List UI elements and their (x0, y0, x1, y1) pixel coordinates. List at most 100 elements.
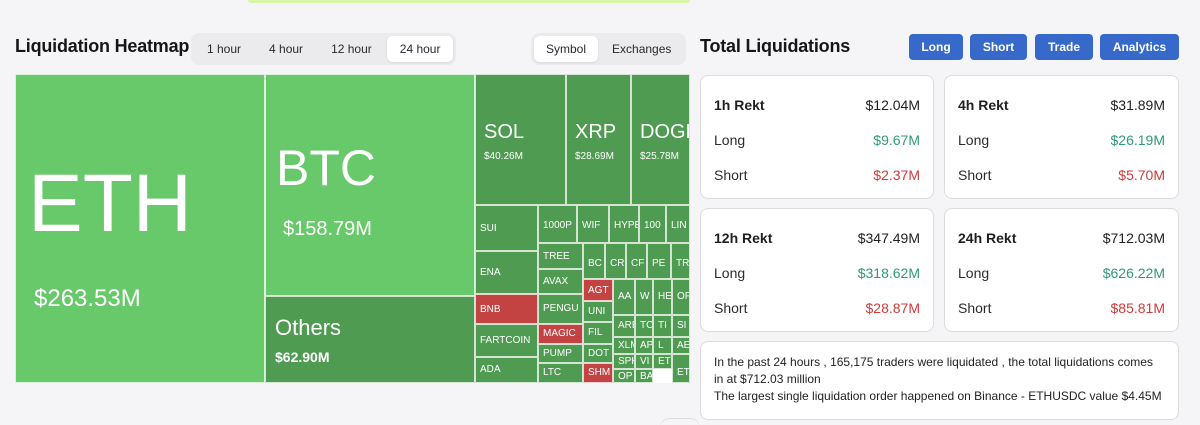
heatmap-tile-small[interactable]: DOT (583, 344, 613, 363)
rekt-card-1h: 1h Rekt $12.04M Long $9.67M Short $2.37M (700, 75, 934, 199)
short-button[interactable]: Short (970, 34, 1027, 60)
heatmap-tile-small[interactable]: HE (653, 279, 672, 315)
heatmap-tile-small[interactable]: WIF (577, 205, 609, 243)
heatmap-tile-small[interactable]: AP (635, 337, 653, 354)
heatmap-tile-sol[interactable]: SOL $40.26M (475, 74, 566, 205)
heatmap-tile-small[interactable]: UNI (583, 301, 613, 322)
group-mode-selector: Symbol Exchanges (531, 33, 687, 65)
heatmap-tile-small[interactable]: TI (653, 315, 672, 337)
total-liquidations-title: Total Liquidations (700, 36, 851, 56)
heatmap-tile-small[interactable]: FIL (583, 322, 613, 344)
mode-option-symbol[interactable]: Symbol (534, 36, 599, 62)
long-label: Long (714, 265, 746, 281)
heatmap-tile-small[interactable]: PE (647, 243, 671, 279)
heatmap-tile-small[interactable]: ET (653, 354, 672, 369)
heatmap-tile-small[interactable]: SUI (475, 205, 538, 251)
trade-button[interactable]: Trade (1035, 34, 1093, 60)
heatmap-tile-small[interactable]: ENA (475, 251, 538, 294)
summary-largest-order: The largest single liquidation order hap… (714, 389, 1162, 403)
card-label: 12h Rekt (714, 230, 773, 246)
heatmap-tile-small[interactable]: W (635, 279, 653, 315)
card-total: $12.04M (865, 97, 920, 113)
time-option-4h[interactable]: 4 hour (269, 42, 304, 56)
heatmap-title: Liquidation Heatmap (15, 36, 190, 56)
heatmap-tile-small[interactable]: CF (626, 243, 647, 279)
heatmap-tile-xrp[interactable]: XRP $28.69M (566, 74, 631, 205)
heatmap-tile-small[interactable]: PUMP (538, 344, 583, 363)
card-total: $712.03M (1102, 230, 1165, 246)
time-range-selector: 1 hour 4 hour 12 hour 24 hour (191, 33, 457, 65)
tile-value: $158.79M (283, 218, 372, 240)
heatmap-tile-small[interactable]: ARE (613, 315, 635, 337)
heatmap-tile-small[interactable]: BA (635, 369, 653, 383)
heatmap-tile-small[interactable]: CR (605, 243, 626, 279)
heatmap-tile-small[interactable]: VI (635, 354, 653, 369)
heatmap-tile-small[interactable]: L (653, 337, 672, 354)
tile-symbol: BTC (276, 140, 376, 196)
heatmap-tile-small[interactable]: LTC (538, 363, 583, 383)
heatmap-tile-small[interactable]: TREE (538, 243, 583, 269)
tile-value: $25.78M (640, 151, 679, 162)
heatmap-tile-small[interactable]: BNB (475, 294, 538, 324)
tile-symbol: ETH (28, 158, 192, 249)
heatmap-tile-small[interactable]: FARTCOIN (475, 324, 538, 357)
heatmap-tile-small[interactable]: OP (613, 369, 635, 383)
card-total: $347.49M (857, 230, 920, 246)
heatmap-tile-small[interactable]: AE (672, 337, 690, 354)
short-value: $28.87M (865, 300, 920, 316)
tile-symbol: Others (275, 315, 342, 340)
tile-symbol: SOL (484, 121, 525, 143)
short-value: $2.37M (873, 167, 920, 183)
heatmap-tile-small[interactable]: HYPE (609, 205, 639, 243)
heatmap-tile-small[interactable]: MAGIC (538, 324, 583, 344)
heatmap-tile-small[interactable]: PENGU (538, 294, 583, 324)
heatmap-tile-small[interactable]: 1000P (538, 205, 577, 243)
heatmap-tile-small[interactable]: SHM (583, 363, 613, 383)
heatmap-tile-small[interactable]: ET (672, 354, 690, 383)
tile-value: $263.53M (34, 285, 141, 312)
rekt-card-24h: 24h Rekt $712.03M Long $626.22M Short $85.8… (944, 208, 1179, 332)
time-option-24h[interactable]: 24 hour (386, 36, 454, 62)
long-value: $26.19M (1110, 132, 1165, 148)
card-total: $31.89M (1110, 97, 1165, 113)
heatmap-tile-btc[interactable]: BTC $158.79M (265, 74, 475, 296)
heatmap-tile-others[interactable]: Others $62.90M (265, 296, 475, 383)
heatmap-tile-small[interactable]: OP (672, 279, 690, 315)
heatmap-tile-small[interactable]: ADA (475, 357, 538, 383)
heatmap-tile-small[interactable]: TC (635, 315, 653, 337)
short-label: Short (714, 300, 748, 316)
long-label: Long (714, 132, 746, 148)
analytics-button[interactable]: Analytics (1100, 34, 1179, 60)
time-option-1h[interactable]: 1 hour (207, 42, 242, 56)
card-label: 1h Rekt (714, 97, 765, 113)
heatmap-tile-eth[interactable]: ETH $263.53M (15, 74, 265, 383)
heatmap-tile-small[interactable]: SI (672, 315, 690, 337)
tile-symbol: XRP (575, 121, 617, 143)
short-label: Short (958, 167, 992, 183)
summary-text: In the past 24 hours , 165,175 traders w… (714, 355, 1153, 386)
long-button[interactable]: Long (909, 34, 963, 60)
card-label: 4h Rekt (958, 97, 1009, 113)
heatmap-tile-small[interactable]: TR (671, 243, 690, 279)
heatmap-tile-small[interactable]: BC (583, 243, 605, 279)
time-option-12h[interactable]: 12 hour (331, 42, 372, 56)
mode-option-exchanges[interactable]: Exchanges (612, 42, 672, 56)
liquidation-summary: In the past 24 hours , 165,175 traders w… (700, 341, 1179, 420)
tile-value: $28.69M (575, 151, 614, 162)
rekt-card-12h: 12h Rekt $347.49M Long $318.62M Short $28.8… (700, 208, 934, 332)
heatmap-tile-small[interactable]: AA (613, 279, 635, 315)
short-value: $85.81M (1110, 300, 1165, 316)
short-label: Short (958, 300, 992, 316)
heatmap-tile-small[interactable]: XLM (613, 337, 635, 354)
heatmap-tile-small[interactable]: 100 (639, 205, 666, 243)
heatmap-tile-small[interactable]: AVAX (538, 269, 583, 294)
heatmap-tile-small[interactable]: SPK (613, 354, 635, 369)
tile-value: $40.26M (484, 151, 523, 162)
tile-value: $62.90M (275, 349, 330, 365)
heatmap-tile-small[interactable]: AGT (583, 279, 613, 301)
rekt-card-4h: 4h Rekt $31.89M Long $26.19M Short $5.70M (944, 75, 1179, 199)
heatmap-tile-small[interactable]: LIN (666, 205, 690, 243)
top-banner-strip (248, 0, 690, 3)
heatmap-tile-doge[interactable]: DOGE $25.78M (631, 74, 690, 205)
card-label: 24h Rekt (958, 230, 1017, 246)
